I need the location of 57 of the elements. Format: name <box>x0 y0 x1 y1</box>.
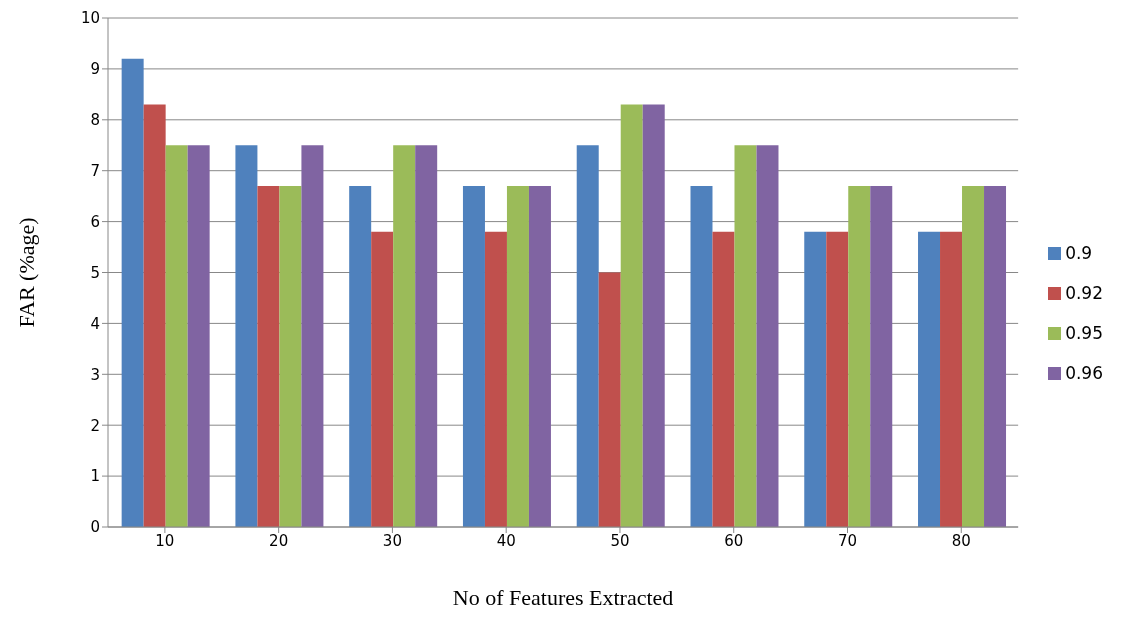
bar <box>712 231 735 527</box>
bar <box>415 145 438 527</box>
bar <box>506 185 529 527</box>
bar <box>143 104 166 527</box>
bar <box>620 104 643 527</box>
y-tick-label: 1 <box>90 467 100 486</box>
legend-label: 0.95 <box>1065 322 1103 343</box>
y-tick-label: 7 <box>90 162 100 181</box>
bar <box>962 185 985 527</box>
bar <box>257 185 280 527</box>
bar <box>301 145 324 527</box>
bar <box>235 145 258 527</box>
bar <box>279 185 302 527</box>
bar <box>690 185 713 527</box>
bar <box>734 145 757 527</box>
bar <box>576 145 599 527</box>
x-tick-label: 70 <box>837 531 858 550</box>
bar <box>984 185 1007 527</box>
bar <box>870 185 893 527</box>
legend-label: 0.96 <box>1065 362 1103 383</box>
x-tick-label: 80 <box>951 531 971 550</box>
y-tick-label: 5 <box>90 263 100 282</box>
y-tick-label: 6 <box>90 212 100 231</box>
y-tick-label: 4 <box>90 314 100 333</box>
y-tick-label: 10 <box>80 9 100 28</box>
bar <box>165 145 188 527</box>
x-tick-label: 10 <box>155 531 175 550</box>
bar <box>528 185 551 527</box>
x-tick-label: 40 <box>496 531 516 550</box>
x-tick-label: 20 <box>269 531 289 550</box>
bar <box>848 185 871 527</box>
bar <box>804 231 827 527</box>
bar <box>756 145 779 527</box>
bar <box>642 104 665 527</box>
bar <box>187 145 210 527</box>
x-axis-title: No of Features Extracted <box>452 585 674 610</box>
bar <box>349 185 372 527</box>
legend-label: 0.92 <box>1065 282 1103 303</box>
bar <box>484 231 507 527</box>
bar <box>918 231 941 527</box>
y-axis-title: FAR (%age) <box>13 217 39 328</box>
bar <box>121 58 144 527</box>
y-tick-label: 3 <box>90 365 100 384</box>
bar <box>598 272 621 527</box>
y-tick-label: 0 <box>90 518 100 537</box>
y-tick-label: 8 <box>90 111 100 130</box>
bar <box>393 145 416 527</box>
bar <box>826 231 849 527</box>
y-tick-label: 9 <box>90 60 100 79</box>
legend-label: 0.9 <box>1065 242 1093 263</box>
y-tick-label: 2 <box>90 416 100 435</box>
bar <box>462 185 485 527</box>
x-tick-label: 30 <box>382 531 402 550</box>
x-tick-label: 50 <box>610 531 630 550</box>
x-tick-label: 60 <box>724 531 744 550</box>
bar <box>371 231 394 527</box>
bar <box>940 231 963 527</box>
